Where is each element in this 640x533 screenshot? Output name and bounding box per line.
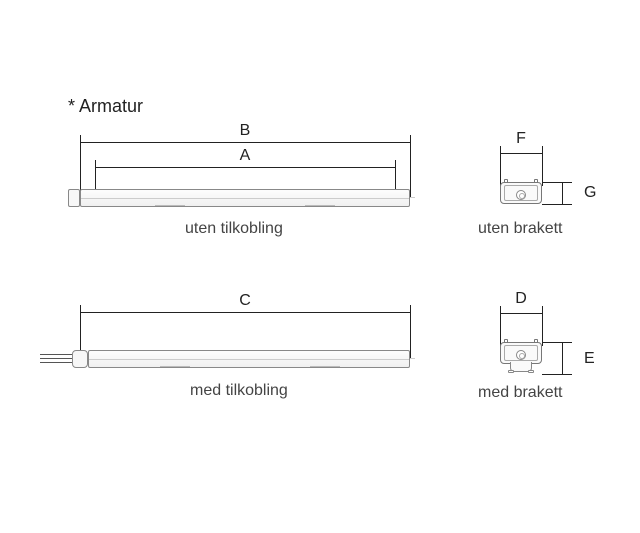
dim-c-tick-right xyxy=(410,305,411,358)
dim-g-line xyxy=(562,182,563,204)
bottom-tube-seam xyxy=(89,359,409,360)
dim-d-line xyxy=(500,313,542,314)
bottom-tube-connector xyxy=(72,350,88,368)
xs-circle-2 xyxy=(516,350,526,360)
dim-e-tick-bottom xyxy=(542,374,572,375)
dim-g-tick-bottom xyxy=(542,204,572,205)
bottom-tube-mark-1 xyxy=(160,366,190,367)
bracket-foot-r xyxy=(528,370,534,373)
top-tube-body xyxy=(80,189,410,207)
bottom-xsection-caption: med brakett xyxy=(478,384,562,402)
wire-1 xyxy=(40,354,74,355)
dim-e-tick-top xyxy=(542,342,572,343)
dim-d-tick-right xyxy=(542,306,543,346)
top-cross-section xyxy=(500,182,542,212)
xs-notch-r xyxy=(534,179,538,183)
dim-e-label: E xyxy=(584,350,595,368)
bottom-side-caption: med tilkobling xyxy=(190,382,288,400)
top-tube-mark-2 xyxy=(305,205,335,206)
top-tube-seam xyxy=(81,198,409,199)
xs-circle xyxy=(516,190,526,200)
bottom-cross-section xyxy=(500,342,542,372)
wire-3 xyxy=(40,362,74,363)
dim-c-line xyxy=(80,312,410,313)
dim-c-label: C xyxy=(239,292,251,310)
xs-notch-l2 xyxy=(504,339,508,343)
bracket-foot-l xyxy=(508,370,514,373)
diagram-title: * Armatur xyxy=(68,96,143,117)
dim-b-tick-left xyxy=(80,135,81,197)
dim-b-tick-right xyxy=(410,135,411,197)
dim-b-line xyxy=(80,142,410,143)
wire-2 xyxy=(40,358,74,359)
dim-b-label: B xyxy=(240,122,251,140)
top-tube-endcap-left xyxy=(68,189,80,207)
xs-notch-r2 xyxy=(534,339,538,343)
dim-f-label: F xyxy=(516,130,526,148)
top-side-caption: uten tilkobling xyxy=(185,220,283,238)
xs-notch-l xyxy=(504,179,508,183)
dim-f-tick-left xyxy=(500,146,501,186)
bottom-tube-body xyxy=(88,350,410,368)
top-xsection-caption: uten brakett xyxy=(478,220,563,238)
dim-d-label: D xyxy=(515,290,527,308)
top-tube-mark-1 xyxy=(155,205,185,206)
dim-a-line xyxy=(95,167,395,168)
dim-d-tick-left xyxy=(500,306,501,346)
dim-g-label: G xyxy=(584,184,596,202)
dim-a-label: A xyxy=(240,147,251,165)
bottom-tube-mark-2 xyxy=(310,366,340,367)
dim-f-line xyxy=(500,153,542,154)
dim-e-line xyxy=(562,342,563,374)
dim-g-tick-top xyxy=(542,182,572,183)
dim-f-tick-right xyxy=(542,146,543,186)
